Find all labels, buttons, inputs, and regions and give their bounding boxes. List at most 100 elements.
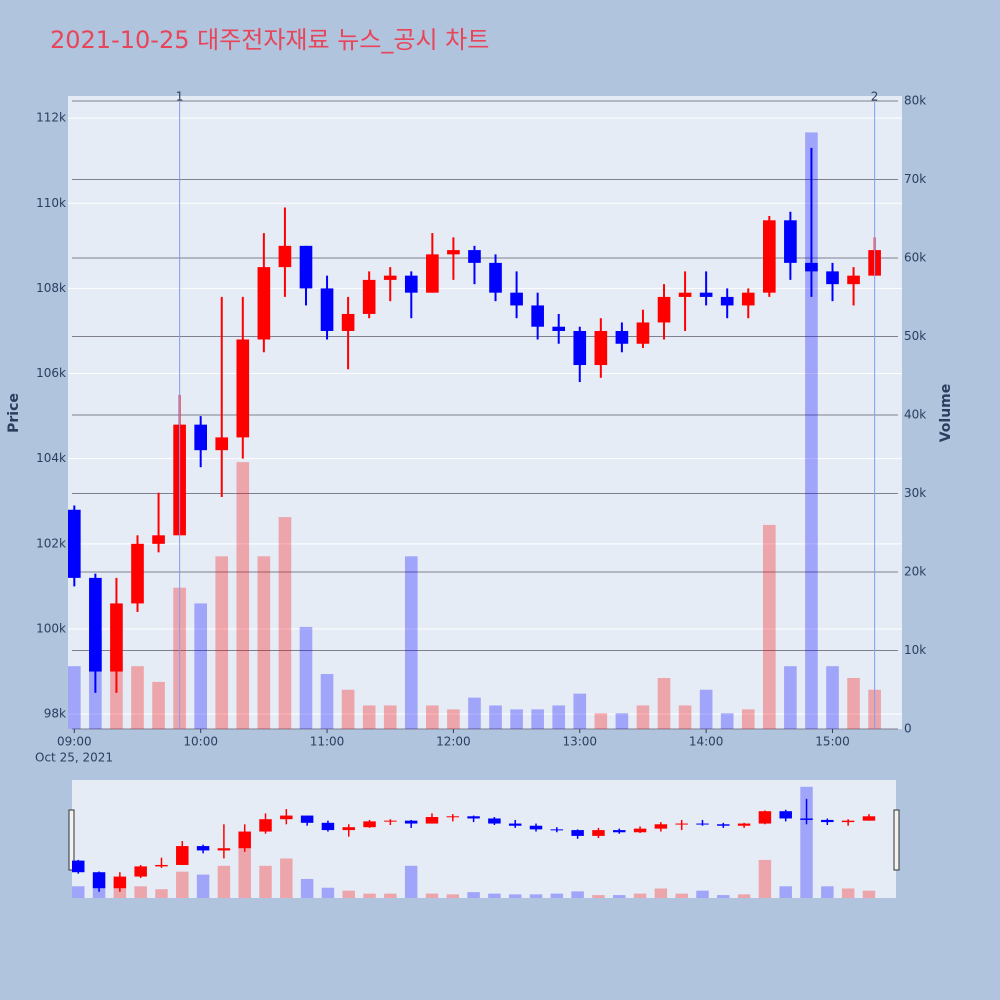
volume-bar <box>215 556 229 729</box>
candle-body <box>741 292 755 306</box>
candle-body <box>257 267 271 340</box>
mini-volume-bar <box>550 893 564 898</box>
x-tick-label: 09:00 <box>57 735 92 749</box>
y2-tick-label: 30k <box>904 486 926 500</box>
volume-bar <box>678 705 692 729</box>
y2-tick-label: 0 <box>904 722 912 736</box>
range-handle-right[interactable] <box>893 809 900 871</box>
mini-candle-body <box>113 876 127 889</box>
volume-bar <box>131 666 144 729</box>
y2-tick-label: 20k <box>904 565 926 579</box>
volume-bar <box>720 713 734 729</box>
mini-candle-body <box>508 823 522 826</box>
candle-body <box>531 305 544 327</box>
y-tick-label: 106k <box>36 366 66 380</box>
y-tick-label: 102k <box>36 536 66 550</box>
mini-candle-body <box>259 819 272 832</box>
mini-volume-bar <box>613 895 626 898</box>
volume-bar <box>362 705 376 729</box>
mini-candle-body <box>633 828 647 833</box>
mini-volume-bar <box>529 894 543 898</box>
y2-tick-label: 50k <box>904 329 926 343</box>
candle-body <box>468 250 481 263</box>
volume-bar <box>699 689 713 729</box>
volume-bar <box>152 681 165 729</box>
y-tick-label: 98k <box>44 707 66 721</box>
mini-candle-body <box>717 824 730 826</box>
candle-body <box>552 326 566 331</box>
mini-volume-bar <box>238 848 251 898</box>
range-handle-left[interactable] <box>68 809 75 871</box>
mini-volume-bar <box>508 894 522 898</box>
candle-body <box>510 292 523 306</box>
mini-volume-bar <box>176 871 189 898</box>
volume-bar <box>68 666 81 729</box>
mini-volume-bar <box>488 893 501 898</box>
mini-candle-body <box>134 866 147 877</box>
candle-body <box>383 275 397 280</box>
candle-body <box>594 330 608 366</box>
volume-bar <box>341 689 355 729</box>
candle-body <box>68 509 81 578</box>
candle-body <box>826 271 839 285</box>
mini-candle-body <box>862 816 876 821</box>
y2-axis-title: Volume <box>938 384 954 443</box>
mini-candle-body <box>217 848 231 851</box>
mini-candle-body <box>384 820 397 822</box>
mini-candle-body <box>488 818 501 824</box>
volume-bar <box>383 705 397 729</box>
mini-candle-body <box>72 860 85 873</box>
y-tick-label: 100k <box>36 621 66 635</box>
mini-volume-bar <box>300 878 314 898</box>
volume-bar <box>447 709 460 729</box>
candle-body <box>489 262 502 293</box>
mini-candle-body <box>779 811 792 819</box>
volume-bar <box>468 697 481 729</box>
volume-bar <box>636 705 650 729</box>
volume-bar <box>657 677 671 729</box>
mini-volume-bar <box>633 893 647 898</box>
mini-volume-bar <box>758 859 772 898</box>
x-tick-label: 12:00 <box>436 735 471 749</box>
candle-body <box>636 322 650 344</box>
candle-body <box>194 424 207 451</box>
volume-bar <box>194 603 207 729</box>
candle-body <box>657 296 671 323</box>
volume-bar <box>320 674 334 729</box>
volume-bar <box>510 709 523 729</box>
volume-bar <box>278 517 292 729</box>
mini-volume-bar <box>155 889 168 898</box>
range-slider[interactable] <box>72 780 896 898</box>
mini-volume-bar <box>800 786 813 898</box>
volume-bar <box>531 709 544 729</box>
mini-volume-bar <box>134 886 147 898</box>
mini-volume-bar <box>72 886 85 898</box>
candle-body <box>131 543 144 604</box>
candle-body <box>362 279 376 314</box>
candle-body <box>152 535 165 544</box>
mini-candle-body <box>238 831 251 849</box>
mini-volume-bar <box>592 895 605 898</box>
mini-volume-bar <box>384 893 397 898</box>
mini-candle-body <box>176 846 189 865</box>
candle-body <box>341 313 355 331</box>
mini-volume-bar <box>259 865 272 898</box>
candle-body <box>573 330 587 366</box>
volume-bar <box>552 705 566 729</box>
volume-bar <box>110 658 123 729</box>
plot-area <box>68 96 902 729</box>
mini-candle-body <box>92 872 106 889</box>
volume-bar <box>573 693 587 729</box>
mini-candle-body <box>800 818 813 820</box>
volume-bar <box>299 626 313 729</box>
x-date-label: Oct 25, 2021 <box>35 751 113 765</box>
mini-volume-bar <box>862 890 876 898</box>
mini-candle-body <box>280 815 293 820</box>
y-tick-label: 110k <box>36 196 66 210</box>
mini-volume-bar <box>196 874 210 898</box>
mini-volume-bar <box>404 865 418 898</box>
volume-bar <box>236 462 250 729</box>
candle-body <box>426 254 439 293</box>
volume-bar <box>257 556 271 729</box>
